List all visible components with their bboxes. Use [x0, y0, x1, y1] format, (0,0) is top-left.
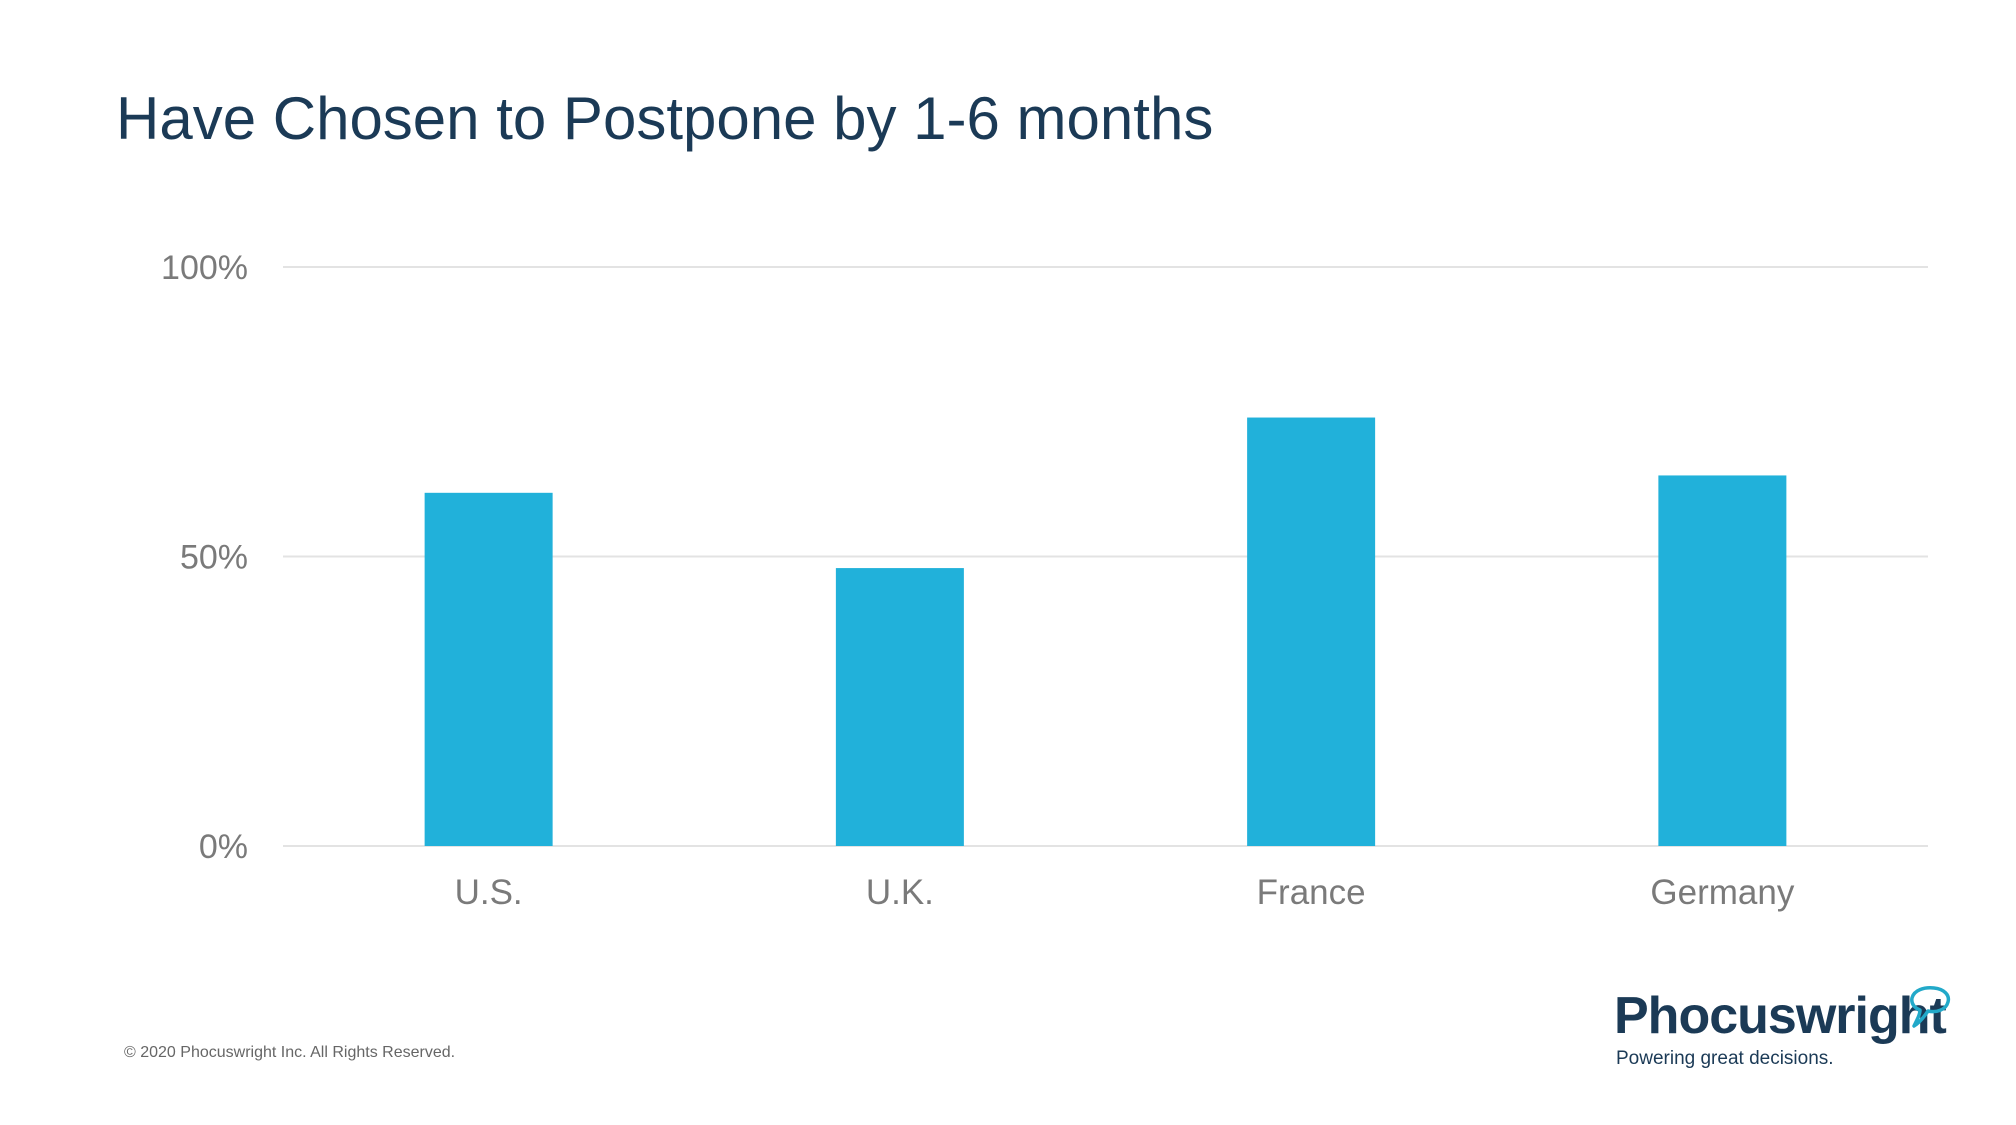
x-tick-label: Germany: [1650, 873, 1794, 912]
phocuswright-logo: Phocuswright Powering great decisions.: [1614, 986, 1954, 1076]
y-tick-label: 100%: [161, 249, 248, 287]
x-tick-label: U.S.: [455, 873, 523, 912]
x-tick-label: France: [1257, 873, 1366, 912]
bar-france: [1247, 417, 1376, 846]
bar-u-k: [835, 568, 964, 846]
speech-bubble-icon: [1910, 986, 1951, 1028]
y-tick-label: 0%: [199, 828, 248, 866]
y-axis-tick-labels: 0% 50% 100%: [161, 249, 248, 866]
slide-title: Have Chosen to Postpone by 1-6 months: [116, 85, 1214, 152]
copyright-notice: © 2020 Phocuswright Inc. All Rights Rese…: [124, 1044, 456, 1061]
x-tick-label: U.K.: [866, 873, 934, 912]
y-tick-label: 50%: [180, 539, 248, 577]
bar-germany: [1658, 475, 1787, 846]
logo-wordmark: Phocuswright: [1614, 987, 1947, 1045]
chart-bars: [424, 417, 1787, 846]
logo-tagline: Powering great decisions.: [1616, 1048, 1834, 1069]
bar-u-s: [424, 492, 553, 846]
chart-gridlines: [283, 266, 1928, 847]
x-axis-tick-labels: U.S. U.K. France Germany: [455, 873, 1795, 912]
